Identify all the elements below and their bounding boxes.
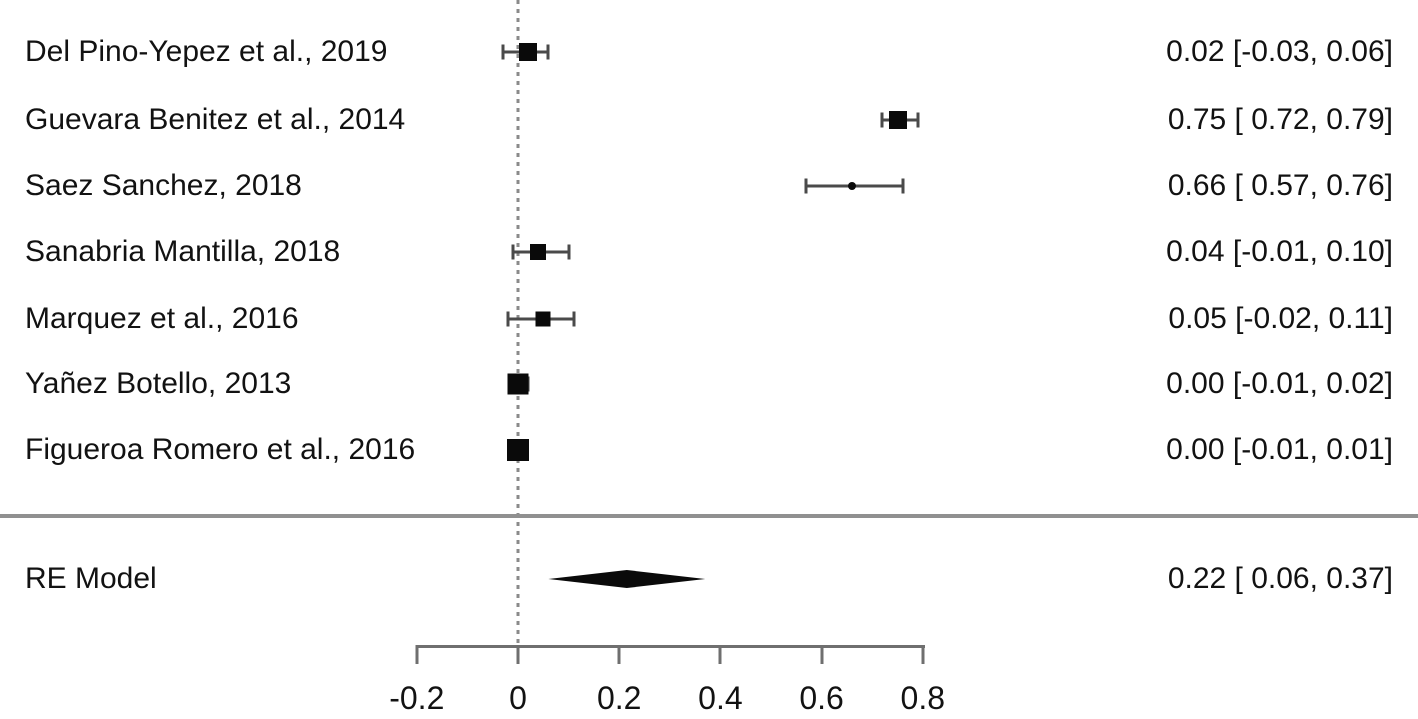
study-estimate-marker bbox=[535, 311, 551, 327]
estimate-text: 0.75 [ 0.72, 0.79] bbox=[1167, 103, 1393, 136]
x-axis-tick-label: -0.2 bbox=[389, 680, 445, 716]
study-label: Marquez et al., 2016 bbox=[25, 302, 299, 335]
ci-cap-right bbox=[567, 244, 571, 260]
study-estimate-marker bbox=[519, 43, 538, 61]
x-axis-tick bbox=[617, 645, 621, 664]
x-axis-tick-label: 0 bbox=[509, 680, 527, 716]
study-label: Del Pino-Yepez et al., 2019 bbox=[25, 35, 388, 68]
x-axis-tick-label: 0.8 bbox=[900, 680, 946, 716]
zero-reference-line bbox=[516, 0, 520, 646]
ci-cap-right bbox=[901, 178, 905, 194]
re-model-diamond bbox=[548, 570, 706, 588]
ci-cap-left bbox=[804, 178, 808, 194]
study-label: Saez Sanchez, 2018 bbox=[25, 169, 302, 202]
ci-cap-right bbox=[546, 44, 550, 60]
ci-cap-right bbox=[916, 112, 920, 128]
summary-label: RE Model bbox=[25, 562, 157, 595]
study-estimate-marker bbox=[530, 244, 547, 260]
ci-cap-right bbox=[572, 311, 576, 327]
ci-cap-left bbox=[511, 244, 515, 260]
study-label: Yañez Botello, 2013 bbox=[25, 367, 292, 400]
x-axis-tick-label: 0.4 bbox=[698, 680, 743, 716]
x-axis-tick bbox=[820, 645, 824, 664]
study-estimate-marker bbox=[847, 182, 856, 190]
x-axis-tick-label: 0.2 bbox=[596, 680, 642, 716]
estimate-text: 0.00 [-0.01, 0.02] bbox=[1166, 367, 1393, 400]
estimate-text: 0.00 [-0.01, 0.01] bbox=[1166, 433, 1393, 466]
x-axis-tick-label: 0.6 bbox=[799, 680, 844, 716]
ci-cap-left bbox=[506, 311, 510, 327]
x-axis-line bbox=[416, 645, 925, 648]
summary-separator bbox=[0, 514, 1418, 518]
estimate-text: 0.05 [-0.02, 0.11] bbox=[1168, 302, 1393, 335]
estimate-text: 0.04 [-0.01, 0.10] bbox=[1166, 235, 1393, 268]
study-estimate-marker bbox=[507, 439, 529, 461]
ci-cap-left bbox=[501, 44, 505, 60]
study-label: Sanabria Mantilla, 2018 bbox=[25, 235, 341, 268]
study-estimate-marker bbox=[888, 111, 907, 129]
x-axis-tick bbox=[516, 645, 520, 664]
x-axis-tick bbox=[718, 645, 722, 664]
summary-estimate-text: 0.22 [ 0.06, 0.37] bbox=[1167, 562, 1393, 595]
estimate-text: 0.66 [ 0.57, 0.76] bbox=[1167, 169, 1393, 202]
x-axis-tick bbox=[415, 645, 419, 664]
x-axis-tick bbox=[921, 645, 925, 664]
estimate-text: 0.02 [-0.03, 0.06] bbox=[1166, 35, 1393, 68]
ci-cap-left bbox=[880, 112, 884, 128]
study-estimate-marker bbox=[507, 373, 529, 395]
study-label: Guevara Benitez et al., 2014 bbox=[25, 103, 406, 136]
study-label: Figueroa Romero et al., 2016 bbox=[25, 433, 416, 466]
